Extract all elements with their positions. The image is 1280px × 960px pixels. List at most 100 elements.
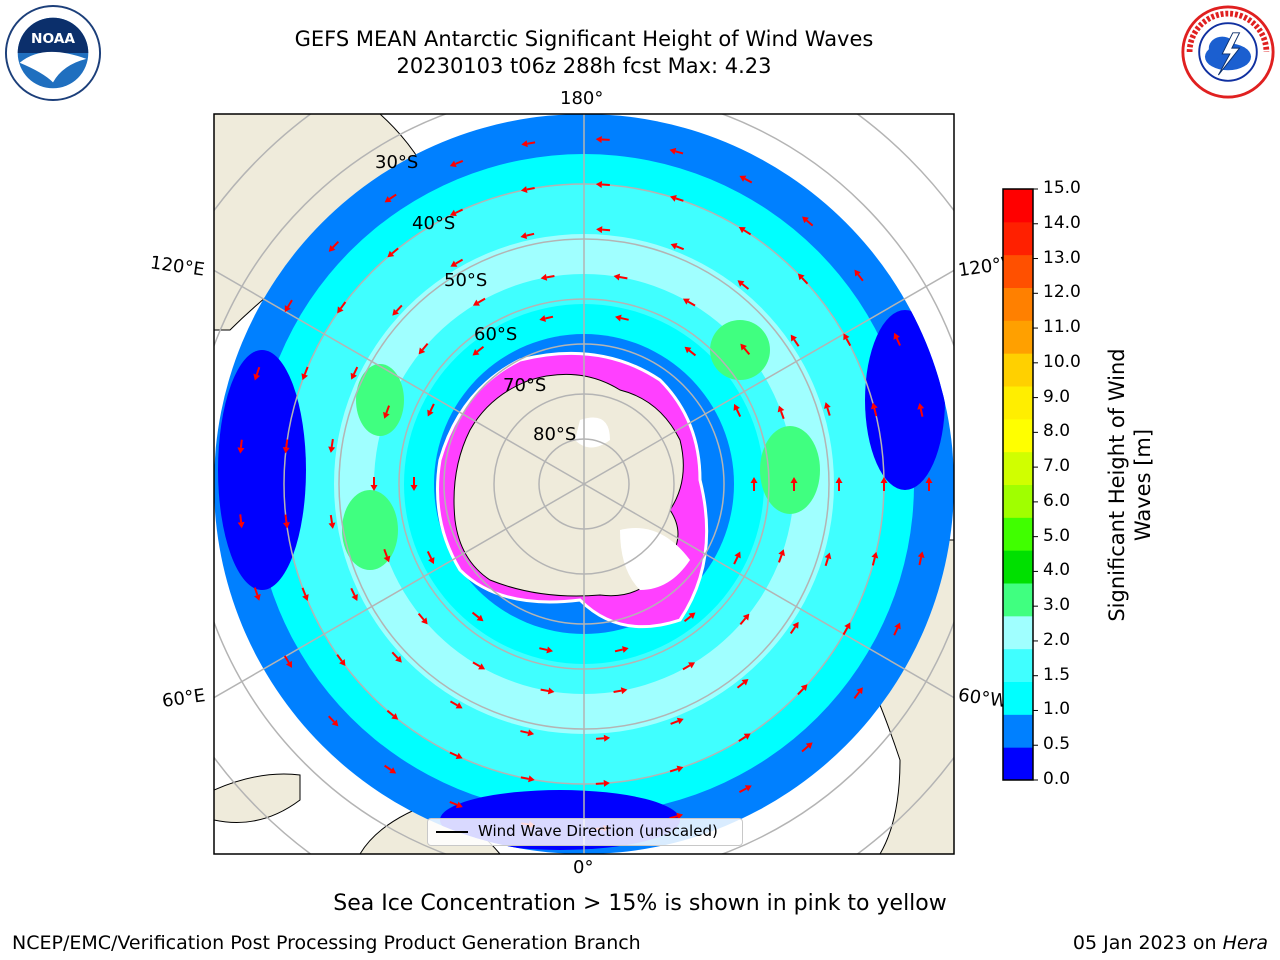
wave-direction-arrow [596,226,611,234]
wave-direction-arrow [790,477,798,491]
wave-direction-arrow [669,765,684,773]
map-frame [213,113,955,855]
wave-direction-arrow [387,247,399,258]
wave-direction-arrow [854,269,864,282]
colorbar-tick-label: 15.0 [1043,178,1081,198]
wave-direction-arrow [669,147,684,155]
wave-patch-high-2 [710,320,770,380]
wave-direction-arrow [670,195,684,202]
colorbar-tick-label: 1.5 [1043,664,1071,685]
wave-direction-arrow [738,226,752,236]
wave-direction-arrow [237,439,245,454]
meridian-4 [214,483,585,699]
wave-direction-arrow [450,258,464,267]
wave-direction-arrow [301,366,309,381]
wave-direction-arrow [613,273,628,281]
wave-direction-arrow [683,612,696,623]
wave-direction-arrow [893,332,901,346]
wave-direction-arrow [539,646,553,654]
wave-direction-arrow [615,314,629,322]
wave-direction-arrow [418,343,429,355]
wave-direction-arrow [595,181,610,189]
chart-title: GEFS MEAN Antarctic Significant Height o… [294,27,874,51]
wave-direction-arrow [669,812,684,820]
noaa-logo-text: NOAA [31,31,75,47]
wave-direction-arrow [520,232,535,240]
footer-date: 05 Jan 2023 on Hera [1073,932,1268,954]
wave-direction-arrow [472,345,485,356]
wave-direction-arrow [595,779,610,787]
wave-direction-arrow [893,622,901,636]
wave-direction-arrow [520,729,535,737]
colorbar-tick-label: 12.0 [1043,282,1081,303]
lat-label-40s: 40°S [412,213,456,234]
wave-direction-arrow [596,734,611,742]
wave-direction-arrow [336,654,346,666]
wave-direction-arrow [835,477,843,491]
wave-direction-arrow [283,655,292,668]
wave-direction-arrow [880,477,888,491]
colorbar-tick-label: 0.5 [1043,734,1071,755]
wave-direction-arrow [613,687,628,695]
lon-label-0: 0° [573,857,594,878]
nws-logo [1181,5,1275,99]
wave-direction-arrow [789,621,799,634]
wave-direction-arrow [739,175,753,184]
wave-direction-arrow [595,135,610,143]
wave-direction-arrow [384,193,397,203]
wave-direction-arrow [853,687,863,699]
wave-direction-arrow [472,661,486,670]
wave-direction-arrow [253,366,261,381]
footer-machine: Hera [1222,932,1268,954]
wave-direction-arrow [383,405,390,419]
wave-direction-arrow [253,587,261,601]
wave-direction-arrow [383,548,391,563]
colorbar-tick-label: 3.0 [1043,595,1071,616]
lat-label-60s: 60°S [474,324,518,345]
wave-direction-arrow [824,402,831,416]
wave-direction-arrow [540,273,555,281]
wave-direction-arrow [790,334,800,347]
lat-label-50s: 50°S [444,270,488,291]
wave-direction-arrow [520,186,535,193]
wave-patch-high-3 [760,426,820,514]
wave-direction-arrow [917,402,925,417]
wave-direction-arrow [328,514,336,529]
colorbar-tick-label: 11.0 [1043,317,1081,338]
wave-direction-arrow [427,403,435,417]
wave-direction-arrow [328,240,340,252]
legend-line-sample [436,831,468,833]
wave-direction-arrow [925,477,933,491]
wave-direction-arrow [801,742,813,753]
wave-direction-arrow [384,764,397,774]
colorbar-tick-label: 1.0 [1043,699,1071,720]
wave-direction-arrow [410,477,418,491]
legend-label: Wind Wave Direction (unscaled) [478,822,718,840]
wave-direction-arrow [471,611,484,622]
wave-direction-arrow [682,298,696,307]
sea-ice-caption: Sea Ice Concentration > 15% is shown in … [333,891,947,916]
colorbar-tick-label: 4.0 [1043,560,1071,581]
wave-direction-arrow [670,243,685,251]
lat-label-30s: 30°S [375,152,419,173]
wave-direction-arrow [284,299,293,313]
wave-direction-arrow [237,514,245,529]
wave-direction-arrow [449,751,463,760]
wave-direction-arrow [327,715,339,727]
wave-direction-arrow [350,366,359,380]
colorbar-tick-label: 8.0 [1043,421,1071,442]
wave-direction-arrow [540,687,555,695]
wave-patch-high-0 [356,364,404,436]
meridian-1 [583,269,954,485]
colorbar-title: Significant Height of Wind Waves [m] [1105,348,1155,622]
wave-direction-arrow [871,551,879,566]
colorbar-tick-label: 7.0 [1043,456,1071,477]
wave-direction-arrow [739,613,750,625]
wave-direction-arrow [386,709,399,720]
lat-label-70s: 70°S [503,375,547,396]
wave-direction-arrow [802,216,814,227]
wave-direction-arrow [797,684,808,696]
wave-direction-arrow [520,775,535,783]
noaa-logo: NOAA [4,4,102,102]
colorbar-tick-label: 9.0 [1043,386,1071,407]
